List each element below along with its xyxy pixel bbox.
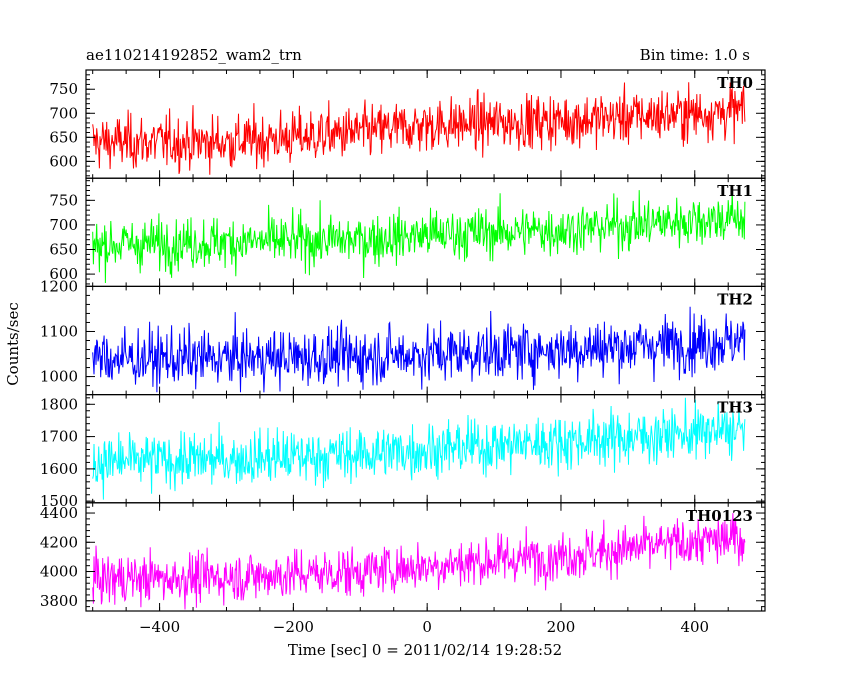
panel-th0: 600 650 700 750 TH0 <box>49 69 766 179</box>
panel-th3: 1500 1600 1700 1800 TH3 <box>40 394 766 510</box>
y-tick-label: 750 <box>49 80 78 98</box>
y-tick-label: 1700 <box>40 428 78 446</box>
y-tick-label: 1100 <box>40 322 78 340</box>
y-tick-label: 1200 <box>40 277 78 295</box>
bin-time-label: Bin time: 1.0 s <box>640 46 750 64</box>
panel-th1: 600 650 700 750 TH1 <box>49 177 766 287</box>
y-tick-label: 1600 <box>40 460 78 478</box>
x-tick-label: −200 <box>273 618 314 636</box>
y-tick-label: 600 <box>49 265 78 283</box>
y-tick-label: 1500 <box>40 492 78 510</box>
series-line-th1 <box>92 190 746 284</box>
y-tick-label: 700 <box>49 104 78 122</box>
y-tick-label: 650 <box>49 128 78 146</box>
chart-title: ae110214192852_wam2_trn <box>86 46 302 64</box>
series-label-th2: TH2 <box>717 290 753 308</box>
y-axis-label: Counts/sec <box>4 302 22 386</box>
y-tick-label: 4000 <box>40 563 78 581</box>
panel-frame-th0123 <box>85 502 766 612</box>
y-tick-label: 650 <box>49 241 78 259</box>
series-label-th0123: TH0123 <box>686 507 753 525</box>
series-line-th0123 <box>92 513 746 610</box>
series-line-th0 <box>92 82 746 175</box>
y-tick-label: 1800 <box>40 395 78 413</box>
panel-th0123: 3800 4000 4200 4400 TH0123 <box>40 502 766 612</box>
y-tick-label: 600 <box>49 152 78 170</box>
x-tick-label: 0 <box>422 618 432 636</box>
series-label-th1: TH1 <box>717 182 753 200</box>
y-tick-label: 750 <box>49 191 78 209</box>
panels-group: 600 650 700 750 TH0 600 650 700 750 TH1 1000 1100 12… <box>40 69 766 636</box>
y-tick-label: 3800 <box>40 592 78 610</box>
series-label-th3: TH3 <box>717 399 753 417</box>
series-label-th0: TH0 <box>717 74 753 92</box>
x-axis-label: Time [sec] 0 = 2011/02/14 19:28:52 <box>288 641 562 659</box>
y-tick-label: 1000 <box>40 368 78 386</box>
y-tick-label: 4200 <box>40 533 78 551</box>
x-tick-label: 200 <box>547 618 576 636</box>
x-tick-label: −400 <box>139 618 180 636</box>
panel-th2: 1000 1100 1200 TH2 <box>40 277 766 396</box>
series-line-th3 <box>92 397 746 500</box>
y-tick-label: 4400 <box>40 504 78 522</box>
x-tick-label: 400 <box>680 618 709 636</box>
series-line-th2 <box>92 306 746 393</box>
y-tick-label: 700 <box>49 216 78 234</box>
